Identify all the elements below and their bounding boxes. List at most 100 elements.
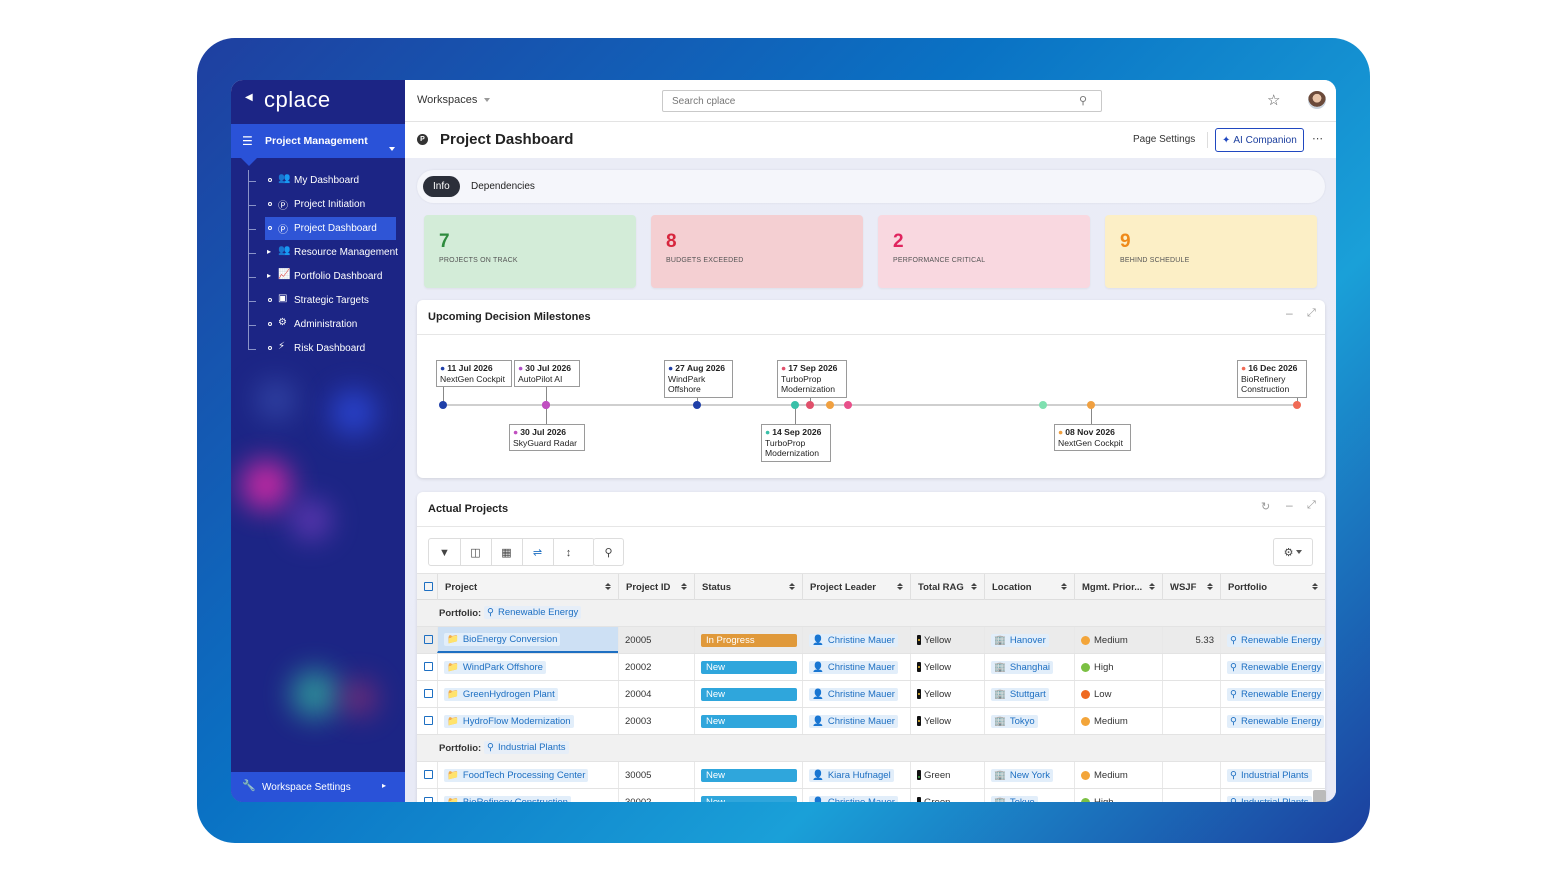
project-link[interactable]: 📁 BioRefinery Construction bbox=[444, 795, 571, 802]
nav-item[interactable]: ▸ 👥 Resource Management bbox=[265, 241, 398, 264]
column-header[interactable]: Mgmt. Prior... bbox=[1074, 574, 1162, 601]
milestone-label[interactable]: ● 17 Sep 2026 TurboProp Modernization bbox=[777, 360, 847, 398]
table-row[interactable]: 📁 BioEnergy Conversion 20005 In Progress 👤 Ch… bbox=[417, 627, 1325, 654]
section-header[interactable]: ☰ Project Management bbox=[231, 124, 405, 158]
nav-item[interactable]: Ⓟ Project Dashboard bbox=[265, 217, 396, 240]
portfolio-link[interactable]: ⚲ Industrial Plants bbox=[1227, 768, 1312, 782]
project-link[interactable]: 📁 FoodTech Processing Center bbox=[444, 768, 589, 782]
milestone-point[interactable] bbox=[439, 401, 447, 409]
nav-item[interactable]: ⚙ Administration bbox=[265, 313, 396, 336]
minimize[interactable]: – bbox=[1286, 498, 1293, 512]
table-row[interactable]: 📁 WindPark Offshore 20002 New 👤 Christine Mau… bbox=[417, 654, 1325, 681]
project-link[interactable]: 📁 GreenHydrogen Plant bbox=[444, 687, 558, 701]
portfolio-link[interactable]: ⚲ Renewable Energy bbox=[1227, 633, 1325, 647]
column-header[interactable]: Total RAG bbox=[910, 574, 984, 601]
milestone-point[interactable] bbox=[1293, 401, 1301, 409]
milestone-point[interactable] bbox=[1087, 401, 1095, 409]
timeline-axis bbox=[443, 404, 1297, 406]
portfolio-link[interactable]: ⚲ Renewable Energy bbox=[1227, 687, 1325, 701]
milestone-point[interactable] bbox=[791, 401, 799, 409]
columns-button[interactable]: ◫ bbox=[460, 539, 492, 566]
milestone-label[interactable]: ● 27 Aug 2026 WindPark Offshore bbox=[664, 360, 733, 398]
location-link[interactable]: 🏢 Shanghai bbox=[991, 660, 1053, 674]
column-header[interactable]: Project Leader bbox=[802, 574, 910, 601]
row-checkbox[interactable] bbox=[424, 770, 433, 779]
row-checkbox[interactable] bbox=[424, 797, 433, 802]
nav-item[interactable]: 👥 My Dashboard bbox=[265, 169, 396, 192]
workspaces-menu[interactable]: Workspaces bbox=[417, 94, 491, 106]
group-name[interactable]: ⚲ Industrial Plants bbox=[484, 741, 569, 754]
milestone-point[interactable] bbox=[693, 401, 701, 409]
milestone-date: ● 27 Aug 2026 bbox=[668, 363, 729, 374]
milestone-label[interactable]: ● 14 Sep 2026 TurboProp Modernization bbox=[761, 424, 831, 462]
location-link[interactable]: 🏢 Tokyo bbox=[991, 714, 1038, 728]
column-header[interactable]: Project ID bbox=[618, 574, 694, 601]
collapse-arrow[interactable]: ◀ bbox=[245, 92, 253, 103]
project-link[interactable]: 📁 HydroFlow Modernization bbox=[444, 714, 574, 728]
search-box[interactable]: Search cplace ⚲ bbox=[662, 90, 1102, 112]
leader-link[interactable]: 👤 Christine Mauer bbox=[809, 633, 898, 647]
nav-item[interactable]: ⚡ Risk Dashboard bbox=[265, 337, 396, 360]
table-row[interactable]: 📁 GreenHydrogen Plant 20004 New 👤 Christine M… bbox=[417, 681, 1325, 708]
favorite-star[interactable]: ☆ bbox=[1267, 92, 1281, 109]
project-link[interactable]: 📁 BioEnergy Conversion bbox=[444, 632, 561, 646]
column-header[interactable]: Project bbox=[437, 574, 618, 601]
location-link[interactable]: 🏢 Tokyo bbox=[991, 795, 1038, 802]
expand[interactable]: ⤢ bbox=[1307, 307, 1316, 319]
column-header[interactable]: Location bbox=[984, 574, 1074, 601]
location-link[interactable]: 🏢 New York bbox=[991, 768, 1053, 782]
select-all[interactable] bbox=[424, 582, 433, 591]
minimize[interactable]: – bbox=[1286, 306, 1293, 320]
column-header[interactable]: Portfolio bbox=[1220, 574, 1325, 601]
portfolio-link[interactable]: ⚲ Renewable Energy bbox=[1227, 660, 1325, 674]
row-checkbox[interactable] bbox=[424, 716, 433, 725]
leader-link[interactable]: 👤 Christine Mauer bbox=[809, 687, 898, 701]
row-checkbox[interactable] bbox=[424, 662, 433, 671]
milestone-point[interactable] bbox=[806, 401, 814, 409]
milestone-label[interactable]: ● 08 Nov 2026 NextGen Cockpit bbox=[1054, 424, 1131, 451]
filter-button[interactable]: ▼ bbox=[429, 539, 461, 566]
milestone-label[interactable]: ● 11 Jul 2026 NextGen Cockpit bbox=[436, 360, 512, 387]
row-checkbox[interactable] bbox=[424, 635, 433, 644]
leader-link[interactable]: 👤 Christine Mauer bbox=[809, 714, 898, 728]
calc-button[interactable]: ▦ bbox=[491, 539, 523, 566]
location-link[interactable]: 🏢 Stuttgart bbox=[991, 687, 1049, 701]
page-settings[interactable]: Page Settings bbox=[1133, 134, 1196, 145]
refresh[interactable]: ↻ bbox=[1261, 501, 1271, 513]
search-button[interactable]: ⚲ bbox=[593, 538, 624, 566]
tab[interactable]: Info bbox=[423, 176, 460, 197]
milestone-label[interactable]: ● 30 Jul 2026 AutoPilot AI bbox=[514, 360, 580, 387]
column-header[interactable]: Status bbox=[694, 574, 802, 601]
milestone-point[interactable] bbox=[542, 401, 550, 409]
portfolio-link[interactable]: ⚲ Industrial Plants bbox=[1227, 795, 1312, 802]
ai-companion-button[interactable]: ✦ AI Companion bbox=[1215, 128, 1304, 152]
nav-icon: ⚡ bbox=[278, 341, 286, 352]
milestone-label[interactable]: ● 30 Jul 2026 SkyGuard Radar bbox=[509, 424, 585, 451]
nav-item[interactable]: ▣ Strategic Targets bbox=[265, 289, 396, 312]
leader-link[interactable]: 👤 Christine Mauer bbox=[809, 660, 898, 674]
column-header[interactable]: WSJF bbox=[1162, 574, 1220, 601]
portfolio-link[interactable]: ⚲ Renewable Energy bbox=[1227, 714, 1325, 728]
location-link[interactable]: 🏢 Hanover bbox=[991, 633, 1049, 647]
nav-item[interactable]: Ⓟ Project Initiation bbox=[265, 193, 396, 216]
sort-button[interactable]: ↕ bbox=[565, 546, 572, 559]
group-name[interactable]: ⚲ Renewable Energy bbox=[484, 606, 582, 619]
milestone-label[interactable]: ● 16 Dec 2026 BioRefinery Construction bbox=[1237, 360, 1307, 398]
group-button[interactable]: ⇌ bbox=[522, 539, 554, 566]
expand[interactable]: ⤢ bbox=[1307, 499, 1316, 511]
milestone-connector bbox=[443, 387, 444, 405]
nav-item[interactable]: ▸ 📈 Portfolio Dashboard bbox=[265, 265, 396, 288]
more-menu[interactable]: ⋯ bbox=[1312, 133, 1323, 145]
leader-link[interactable]: 👤 Christine Mauer bbox=[809, 795, 898, 802]
leader-link[interactable]: 👤 Kiara Hufnagel bbox=[809, 768, 894, 782]
scroll-top[interactable] bbox=[1313, 790, 1326, 802]
user-avatar[interactable] bbox=[1308, 91, 1326, 109]
table-row[interactable]: 📁 HydroFlow Modernization 20003 New 👤 Christi… bbox=[417, 708, 1325, 735]
row-checkbox[interactable] bbox=[424, 689, 433, 698]
project-link[interactable]: 📁 WindPark Offshore bbox=[444, 660, 546, 674]
settings-button[interactable]: ⚙ bbox=[1273, 538, 1313, 566]
workspace-settings[interactable]: 🔧 Workspace Settings ▸ bbox=[231, 772, 405, 802]
tab[interactable]: Dependencies bbox=[471, 181, 535, 192]
table-row[interactable]: 📁 BioRefinery Construction 30002 New 👤 Christ… bbox=[417, 789, 1325, 802]
table-row[interactable]: 📁 FoodTech Processing Center 30005 New 👤 Kiar… bbox=[417, 762, 1325, 789]
